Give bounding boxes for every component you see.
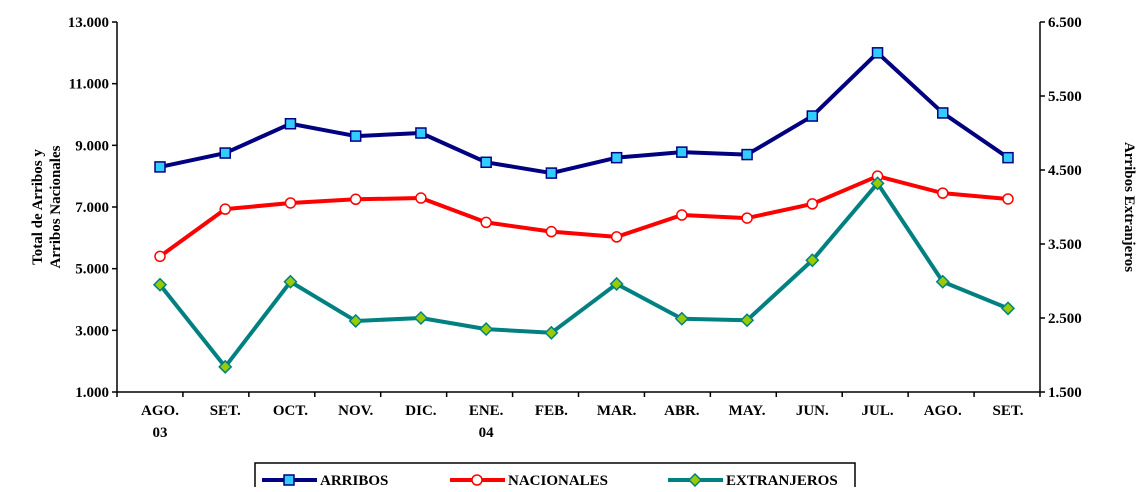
y-tick-label: 7.000	[75, 200, 109, 216]
legend-item: EXTRANJEROS	[668, 472, 838, 489]
marker	[284, 118, 297, 130]
series-line	[158, 181, 1009, 369]
x-tick-label: ABR.	[664, 403, 700, 419]
marker	[284, 197, 297, 209]
marker	[676, 209, 688, 221]
legend-item: NACIONALES	[450, 473, 608, 489]
y-tick-label: 13.000	[68, 15, 109, 31]
x-tick-label: JUL.	[861, 403, 893, 419]
x-tick-label: AGO. 03	[141, 403, 179, 441]
y-tick-label: 1.000	[75, 385, 109, 401]
marker	[415, 192, 427, 204]
marker	[741, 212, 753, 224]
x-tick-label: SET.	[210, 403, 241, 419]
y-tick-label: 3.000	[75, 323, 109, 339]
marker	[349, 193, 362, 206]
marker	[806, 198, 819, 210]
y2-tick-label: 6.500	[1048, 15, 1082, 31]
marker	[805, 253, 820, 268]
marker	[937, 107, 949, 119]
x-tick-label: NOV.	[338, 403, 373, 419]
marker	[674, 311, 689, 326]
y2-axis-title: Arribos Extranjeros	[1121, 142, 1137, 272]
y-tick-label: 5.000	[75, 262, 109, 278]
marker	[741, 148, 753, 161]
series	[152, 176, 1016, 374]
series-line	[158, 174, 1009, 258]
marker	[806, 110, 819, 122]
y2-tick-label: 4.500	[1048, 163, 1082, 179]
marker	[610, 151, 623, 164]
x-tick-label: ENE. 04	[469, 403, 504, 441]
marker	[1002, 151, 1014, 164]
marker	[349, 130, 362, 142]
marker	[1000, 301, 1016, 316]
legend-label: NACIONALES	[508, 473, 608, 487]
marker	[676, 146, 688, 158]
y2-tick-label: 1.500	[1048, 385, 1082, 401]
marker	[479, 322, 494, 337]
x-tick-label: DIC.	[405, 403, 437, 419]
y-tick-label: 9.000	[75, 138, 109, 154]
x-tick-label: SET.	[993, 403, 1024, 419]
y2-tick-label: 2.500	[1048, 311, 1082, 327]
marker	[740, 313, 755, 328]
y-axis-title: Total de Arribos y Arribos Nacionales	[30, 145, 64, 268]
marker	[283, 274, 298, 289]
marker	[218, 359, 233, 374]
marker	[415, 127, 427, 139]
marker	[413, 310, 428, 326]
marker	[154, 161, 166, 173]
marker	[544, 325, 559, 340]
legend-label: EXTRANJEROS	[726, 473, 838, 487]
marker	[348, 313, 363, 329]
marker	[871, 47, 884, 59]
series	[154, 170, 1014, 263]
series	[154, 47, 1014, 179]
y2-tick-label: 5.500	[1048, 89, 1082, 105]
marker	[935, 274, 950, 289]
marker	[152, 277, 168, 292]
x-tick-label: FEB.	[535, 403, 568, 419]
legend-item: ARRIBOS	[262, 473, 388, 489]
marker	[480, 216, 492, 229]
x-tick-label: MAR.	[597, 403, 637, 419]
marker	[283, 474, 295, 486]
marker	[687, 472, 703, 488]
marker	[545, 167, 558, 179]
marker	[545, 225, 558, 238]
y-tick-label: 11.000	[69, 77, 109, 93]
marker	[609, 276, 624, 292]
marker	[471, 474, 483, 486]
marker	[219, 147, 231, 159]
x-tick-label: JUN.	[796, 403, 829, 419]
marker	[480, 156, 492, 169]
marker	[1002, 193, 1014, 205]
marker	[937, 187, 949, 199]
x-tick-label: MAY.	[729, 403, 766, 419]
marker	[219, 203, 231, 215]
x-tick-label: AGO.	[924, 403, 962, 419]
marker	[154, 250, 166, 263]
marker	[870, 176, 885, 191]
x-tick-label: OCT.	[273, 403, 308, 419]
y2-tick-label: 3.500	[1048, 237, 1082, 253]
marker	[610, 231, 623, 243]
series-line	[159, 50, 1010, 176]
legend-label: ARRIBOS	[320, 473, 388, 487]
